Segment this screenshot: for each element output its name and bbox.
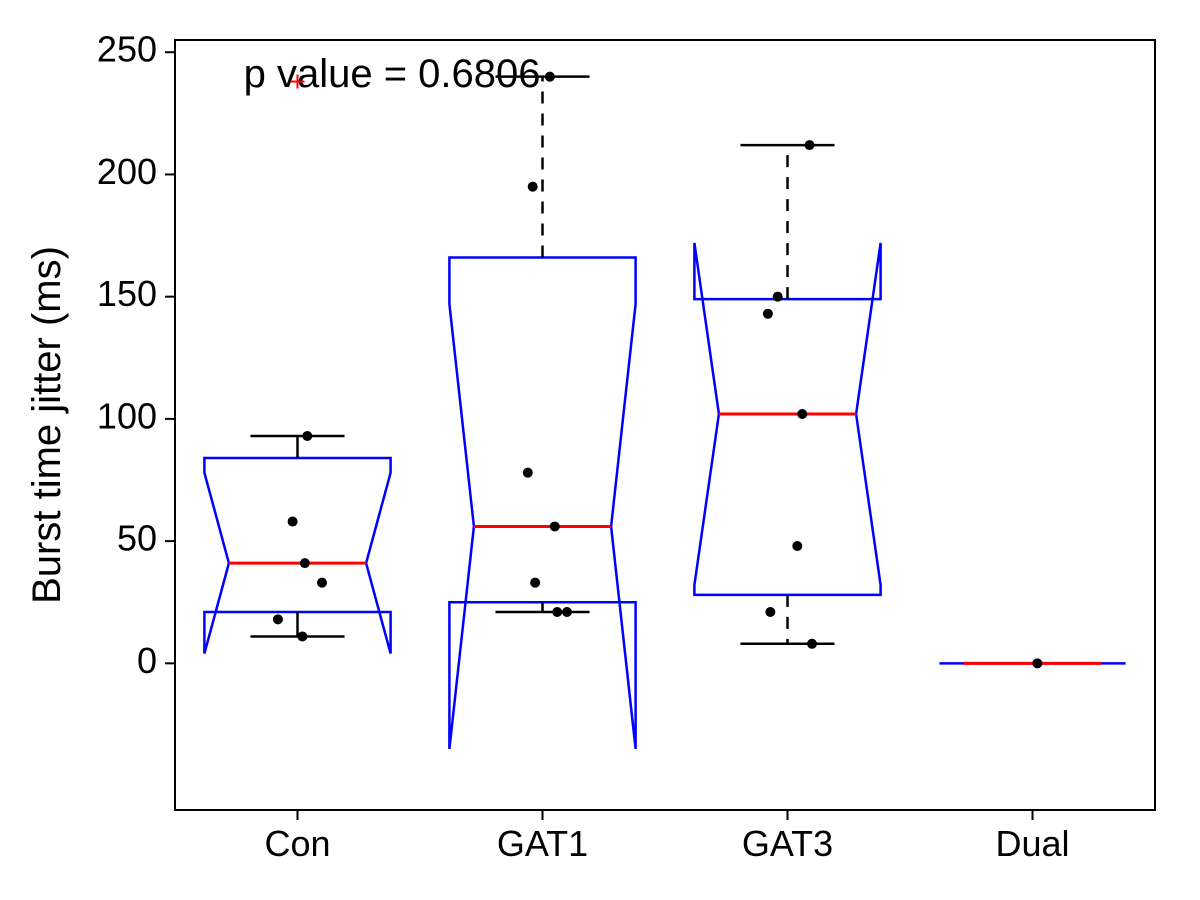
data-point (523, 468, 533, 478)
data-point (765, 607, 775, 617)
data-point (797, 409, 807, 419)
boxplot-chart: 0 50 100 150 200 250 Con GAT1 GAT3 Dual Burst time… (0, 0, 1200, 900)
ytick-label: 0 (137, 640, 157, 681)
data-point (317, 578, 327, 588)
data-point (807, 639, 817, 649)
xtick-label: GAT3 (742, 823, 833, 864)
data-point (300, 558, 310, 568)
data-point (302, 431, 312, 441)
chart-svg: 0 50 100 150 200 250 Con GAT1 GAT3 Dual Burst time… (0, 0, 1200, 900)
data-point (805, 140, 815, 150)
data-point (530, 578, 540, 588)
data-point (552, 607, 562, 617)
p-value-annotation: p value = 0.6806 (244, 52, 541, 96)
ytick-label: 100 (97, 395, 157, 436)
data-point (273, 614, 283, 624)
xtick-label: Dual (995, 823, 1069, 864)
data-point (545, 72, 555, 82)
box-Dual (939, 658, 1125, 668)
data-point (1032, 658, 1042, 668)
box-GAT3 (694, 140, 880, 649)
y-axis-label: Burst time jitter (ms) (25, 246, 69, 604)
data-point (792, 541, 802, 551)
data-point (528, 182, 538, 192)
ytick-label: 200 (97, 151, 157, 192)
data-point (562, 607, 572, 617)
data-point (763, 309, 773, 319)
data-point (288, 517, 298, 527)
box-Con (204, 75, 390, 654)
data-point (773, 292, 783, 302)
ytick-label: 150 (97, 273, 157, 314)
box-outline (449, 258, 635, 749)
ytick-label: 50 (117, 518, 157, 559)
data-point (297, 631, 307, 641)
xtick-label: GAT1 (497, 823, 588, 864)
data-point (550, 521, 560, 531)
box-GAT1 (449, 72, 635, 749)
axes-frame (175, 40, 1155, 810)
xtick-label: Con (264, 823, 330, 864)
ytick-label: 250 (97, 29, 157, 70)
